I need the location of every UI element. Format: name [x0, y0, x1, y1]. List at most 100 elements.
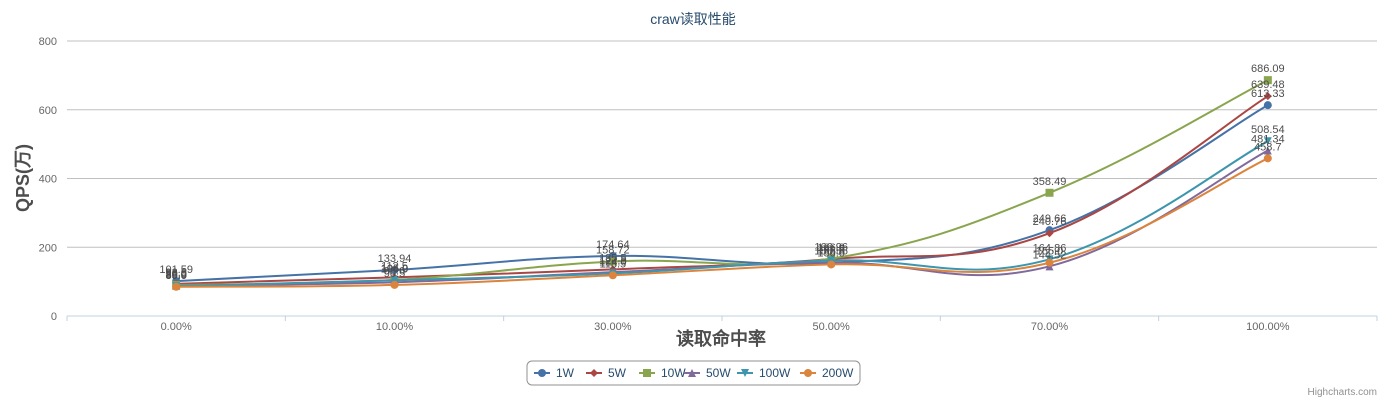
x-tick-label: 70.00% — [1031, 321, 1069, 333]
data-point[interactable] — [1263, 92, 1272, 101]
series-200W — [172, 154, 1272, 291]
data-point[interactable] — [608, 271, 617, 280]
data-point[interactable] — [1263, 146, 1272, 155]
data-point[interactable] — [390, 265, 399, 274]
series-line[interactable] — [176, 140, 1269, 288]
axes: 0 200 400 600 800 0.00% 10.00% 30.00% 50.00% 70.0… — [39, 36, 1378, 333]
series-line[interactable] — [176, 95, 1269, 285]
data-label: 161.5 — [817, 243, 845, 255]
series-line[interactable] — [176, 79, 1269, 287]
data-point[interactable] — [827, 260, 836, 269]
legend-label: 50W — [706, 366, 731, 380]
data-point[interactable] — [1045, 258, 1054, 267]
data-point[interactable] — [390, 280, 399, 289]
legend-item-5W[interactable]: 5W — [586, 366, 627, 380]
grid — [67, 40, 1377, 317]
x-tick-label: 50.00% — [813, 321, 851, 333]
data-label: 156.56 — [814, 246, 848, 258]
legend-marker[interactable] — [538, 369, 546, 377]
x-axis-title: 读取命中率 — [676, 328, 766, 349]
data-label: 133.94 — [378, 253, 412, 265]
y-tick-label: 0 — [51, 311, 57, 323]
data-label: 118.5 — [599, 258, 626, 270]
chart-title: craw读取性能 — [650, 11, 736, 27]
data-label: 174.64 — [596, 239, 630, 251]
legend: 1W 5W 10W 50W 100W 200W — [526, 360, 861, 386]
legend-item-10W[interactable]: 10W — [639, 366, 686, 380]
series-1W — [172, 101, 1272, 286]
legend-item-50W[interactable]: 50W — [684, 366, 731, 380]
legend-label: 5W — [608, 366, 627, 380]
series-line[interactable] — [176, 149, 1269, 287]
data-label: 164.86 — [1033, 242, 1067, 254]
data-point[interactable] — [608, 257, 617, 266]
data-label: 104.0 — [381, 263, 409, 275]
legend-label: 1W — [556, 366, 575, 380]
data-label: 155.5 — [817, 246, 845, 258]
data-label: 481.34 — [1251, 134, 1285, 146]
data-label: 124.0 — [599, 256, 627, 268]
data-label: 90.0 — [165, 268, 186, 280]
y-tick-label: 200 — [39, 242, 57, 254]
data-label: 112.5 — [381, 260, 408, 272]
data-label: 88.0 — [165, 269, 186, 281]
data-label: 150.0 — [817, 247, 845, 259]
legend-marker[interactable] — [643, 369, 651, 377]
series-layer — [172, 76, 1272, 291]
data-label: 240.76 — [1033, 216, 1067, 228]
data-label: 158.72 — [596, 244, 630, 256]
data-point[interactable] — [1263, 101, 1272, 110]
y-tick-label: 800 — [39, 36, 57, 48]
data-label: 101.59 — [159, 264, 193, 276]
data-point[interactable] — [1045, 188, 1054, 197]
credits[interactable]: Highcharts.com — [1308, 387, 1377, 398]
legend-item-100W[interactable]: 100W — [737, 366, 791, 380]
series-line[interactable] — [176, 157, 1269, 288]
data-label: 98.0 — [384, 265, 405, 277]
legend-label: 10W — [661, 366, 686, 380]
legend-marker[interactable] — [804, 369, 812, 377]
x-tick-label: 30.00% — [594, 321, 632, 333]
data-label: 135.5 — [599, 252, 627, 264]
data-point[interactable] — [1263, 137, 1272, 146]
data-point[interactable] — [390, 276, 399, 285]
data-label: 144.52 — [1033, 249, 1067, 261]
legend-item-1W[interactable]: 1W — [534, 366, 575, 380]
legend-marker[interactable] — [688, 369, 696, 377]
data-label: 155.0 — [1036, 246, 1064, 258]
legend-marker[interactable] — [590, 369, 598, 377]
data-label: 105.0 — [381, 263, 409, 275]
data-label: 639.48 — [1251, 79, 1285, 91]
data-point[interactable] — [1263, 76, 1272, 85]
x-tick-label: 0.00% — [161, 321, 192, 333]
legend-label: 200W — [822, 366, 854, 380]
y-tick-label: 600 — [39, 105, 57, 117]
data-label: 249.66 — [1033, 213, 1067, 225]
data-point[interactable] — [1263, 154, 1272, 163]
data-label: 686.09 — [1251, 63, 1285, 75]
data-label: 613.33 — [1251, 88, 1285, 100]
x-tick-label: 10.00% — [376, 321, 414, 333]
data-labels: 101.59 133.94 174.64 156.56 249.66 613.33 93.5… — [159, 63, 1284, 282]
series-5W — [172, 92, 1272, 288]
data-label: 166.0 — [817, 242, 845, 254]
x-tick-label: 100.00% — [1246, 321, 1290, 333]
data-label: 93.5 — [165, 267, 186, 279]
data-label: 358.49 — [1033, 176, 1067, 188]
series-100W — [172, 137, 1272, 291]
data-label: 90.5 — [384, 268, 405, 280]
data-label: 458.7 — [1254, 141, 1282, 153]
data-label: 127.5 — [599, 255, 627, 267]
series-line[interactable] — [176, 104, 1269, 283]
legend-item-200W[interactable]: 200W — [800, 366, 854, 380]
legend-marker[interactable] — [741, 369, 749, 377]
data-label: 166.96 — [814, 242, 848, 254]
data-label: 508.54 — [1251, 124, 1285, 136]
legend-label: 100W — [759, 366, 791, 380]
data-point[interactable] — [1045, 229, 1054, 238]
data-label: 86.5 — [165, 269, 186, 281]
y-axis-title: QPS(万) — [13, 144, 33, 212]
data-point[interactable] — [172, 282, 181, 291]
